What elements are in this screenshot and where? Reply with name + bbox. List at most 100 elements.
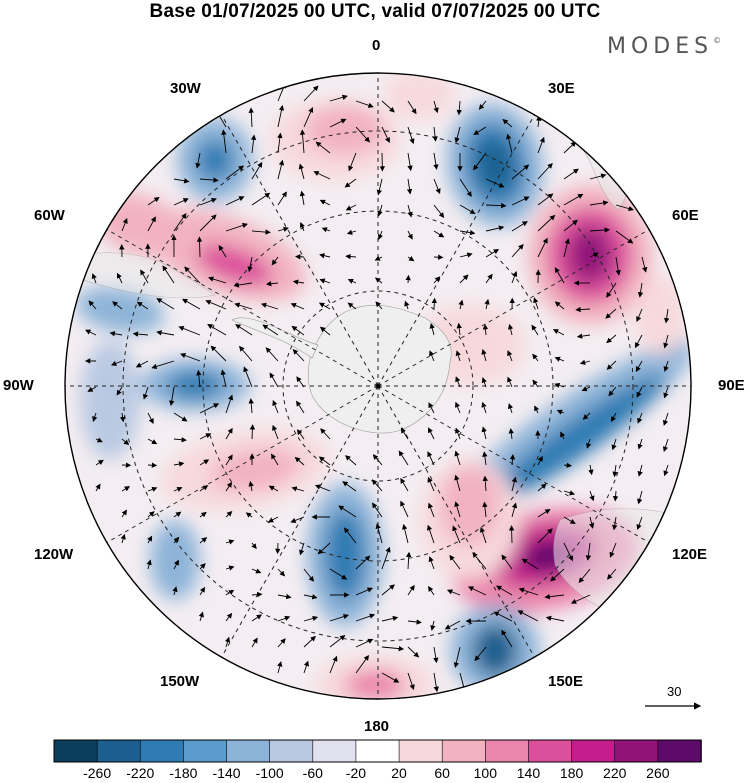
wind-arrow — [116, 386, 123, 396]
wind-arrow — [485, 225, 505, 232]
wind-arrow — [537, 528, 553, 544]
anomaly-contour — [75, 286, 165, 334]
wind-arrow — [662, 438, 669, 453]
wind-arrow — [251, 542, 257, 550]
wind-arrow — [611, 438, 617, 451]
anomaly-contour — [167, 371, 223, 399]
wind-arrow — [455, 427, 461, 440]
wind-arrow — [142, 386, 149, 400]
wind-arrow — [563, 193, 584, 206]
wind-arrow — [303, 615, 319, 622]
wind-arrow — [406, 551, 412, 570]
wind-arrow — [320, 428, 331, 440]
wind-arrow — [478, 100, 487, 110]
wind-arrow — [321, 227, 331, 233]
wind-arrow — [582, 412, 591, 420]
wind-arrow — [427, 502, 435, 518]
wind-arrow — [296, 400, 305, 414]
wind-arrow — [537, 483, 547, 492]
wind-arrow — [589, 200, 609, 206]
wind-arrow — [85, 329, 97, 336]
wind-arrow — [637, 282, 644, 298]
wind-arrow — [511, 476, 517, 492]
wind-arrow — [303, 568, 315, 582]
colorbar-tick-label: -220 — [126, 765, 155, 781]
wind-arrow — [433, 672, 439, 693]
wind-arrow — [407, 584, 415, 596]
wind-arrow — [407, 152, 413, 172]
wind-arrow — [119, 412, 126, 423]
wind-arrow — [615, 230, 634, 244]
wind-arrow — [502, 119, 513, 128]
wind-arrow — [235, 324, 253, 336]
wind-arrow — [292, 279, 305, 285]
anomaly-contour — [197, 140, 233, 180]
wind-arrow — [218, 244, 227, 258]
wind-arrow — [407, 126, 415, 145]
wind-arrow — [433, 230, 445, 238]
wind-arrow — [291, 325, 305, 336]
wind-arrow — [459, 252, 473, 258]
wind-arrow — [251, 192, 271, 206]
wind-arrow — [347, 302, 357, 310]
wind-arrow — [121, 486, 131, 492]
wind-arrow — [636, 308, 643, 323]
wind-arrow — [563, 516, 576, 524]
wind-arrow — [612, 516, 618, 531]
colorbar-tick-label: -60 — [302, 765, 323, 781]
wind-arrow — [262, 324, 279, 336]
meridian-label-120e: 120E — [672, 546, 708, 563]
wind-arrow — [87, 386, 97, 392]
wind-arrow — [482, 501, 488, 518]
wind-arrow — [295, 254, 305, 260]
wind-arrow — [345, 455, 357, 466]
colorbar-tick-label: 180 — [559, 765, 584, 781]
wind-arrow — [433, 152, 439, 170]
wind-arrow — [317, 542, 331, 555]
wind-arrow — [615, 204, 634, 212]
wind-arrow — [290, 302, 305, 310]
wind-arrow — [427, 586, 435, 596]
wind-arrow — [173, 198, 189, 206]
wind-arrow — [433, 100, 439, 114]
wind-arrow — [248, 107, 254, 128]
wind-arrow — [329, 635, 346, 648]
wind-arrow — [199, 511, 207, 518]
anomaly-contour — [197, 244, 273, 286]
wind-arrow — [428, 556, 435, 570]
wind-arrow — [570, 594, 591, 604]
wind-arrow — [140, 269, 149, 284]
wind-arrow — [636, 516, 643, 530]
wind-arrow — [120, 533, 126, 544]
wind-arrow — [381, 126, 390, 144]
wind-arrow — [588, 464, 594, 476]
wind-arrow — [485, 178, 505, 188]
wind-arrow — [533, 297, 539, 310]
colorbar-cell — [398, 739, 444, 763]
wind-arrow — [459, 178, 472, 198]
wind-arrow — [109, 331, 123, 337]
wind-arrow — [292, 349, 305, 362]
wind-arrow — [433, 646, 439, 664]
wind-arrow — [432, 126, 438, 142]
wind-arrow — [635, 360, 643, 373]
wind-arrow — [663, 360, 669, 372]
wind-arrow — [234, 302, 253, 310]
wind-arrow — [173, 461, 185, 467]
wind-arrow — [265, 347, 279, 362]
wind-arrow — [375, 301, 383, 310]
wind-arrow — [586, 438, 592, 449]
wind-arrow — [563, 462, 572, 468]
wind-arrow — [537, 136, 545, 154]
wind-arrow — [430, 620, 436, 631]
wind-arrow — [182, 298, 201, 310]
colorbar-cell — [312, 739, 357, 763]
wind-arrow — [298, 163, 305, 180]
wind-arrow — [634, 334, 643, 349]
wind-arrow — [303, 635, 316, 648]
wind-arrow — [162, 265, 175, 284]
wind-arrow — [248, 480, 254, 492]
colorbar-tick-label: 60 — [434, 765, 450, 781]
wind-arrow — [277, 159, 285, 180]
wind-arrow — [329, 118, 347, 128]
